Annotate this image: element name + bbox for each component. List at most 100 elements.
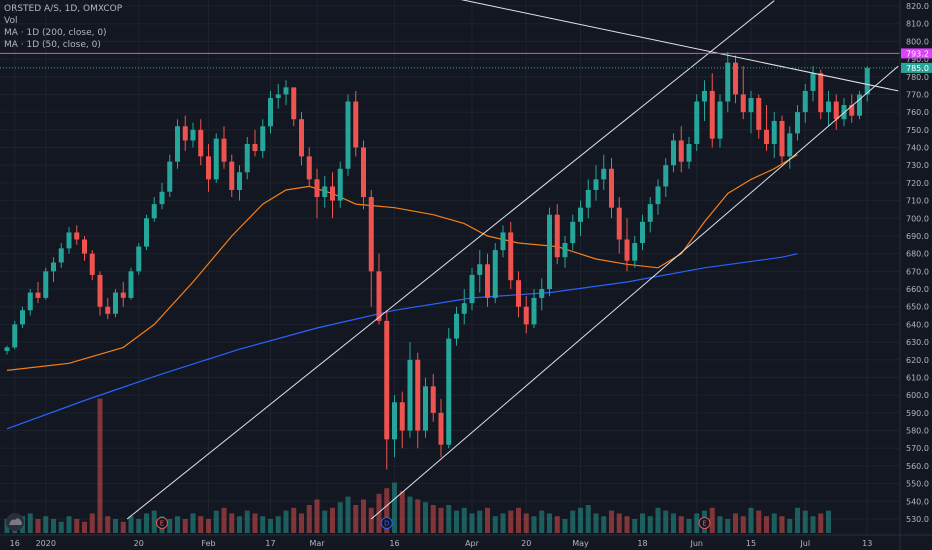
volume-bar (275, 516, 281, 533)
candle-body (578, 207, 583, 222)
horizontal-lines (0, 52, 900, 69)
volume-bar (709, 507, 715, 533)
volume-bar (787, 519, 793, 533)
candle-body (120, 292, 126, 298)
volume-bar (593, 513, 599, 533)
candle-body (167, 161, 173, 192)
candle-body (74, 232, 80, 240)
price-tick-label: 640.0 (906, 320, 929, 329)
volume-bar (663, 510, 669, 533)
candle-body (353, 101, 359, 148)
volume-bar (810, 516, 816, 533)
price-tick-label: 690.0 (906, 232, 929, 241)
event-marker-label: E (160, 520, 164, 528)
volume-bar (268, 519, 273, 533)
candle-body (337, 168, 343, 201)
volume-bar (392, 482, 397, 533)
price-tick-label: 560.0 (906, 462, 929, 471)
time-tick-label: May (572, 539, 589, 548)
time-tick-label: Jun (690, 539, 704, 548)
event-marker-label: D (384, 520, 389, 528)
candle-body (647, 204, 653, 222)
volume-bar (779, 516, 785, 533)
volume-bar (740, 516, 746, 533)
candle-body (151, 204, 157, 219)
candle-body (275, 94, 281, 98)
volume-bar (175, 516, 180, 533)
candle-body (190, 129, 196, 141)
ma200-label[interactable]: MA · 1D (200, close, 0) (4, 28, 107, 38)
volume-bar (554, 516, 560, 533)
volume-bar (120, 521, 126, 533)
volume-bar (167, 519, 173, 533)
candle-body (244, 143, 250, 173)
candle-body (779, 120, 785, 157)
volume-bar (66, 516, 72, 533)
candle-body (547, 214, 552, 290)
candle-body (492, 250, 498, 298)
ma50-path (6, 154, 798, 371)
volume-bar (531, 516, 537, 533)
chart-legend: ORSTED A/S, 1D, OMXCOP Vol MA · 1D (200,… (4, 3, 122, 51)
event-marker-icon (156, 517, 168, 529)
candle-body (500, 232, 506, 251)
candle-body (446, 338, 452, 445)
volume-bar (82, 521, 87, 533)
volume-bar (764, 516, 769, 533)
resistance-price-tag: 793.2 (906, 49, 929, 58)
volume-bar (384, 488, 390, 533)
volume-bar (647, 516, 653, 533)
volume-bar (678, 516, 684, 533)
candle-body (51, 262, 56, 272)
volume-bar (655, 507, 661, 533)
volume-label[interactable]: Vol (4, 16, 18, 26)
ma200-path (6, 253, 798, 430)
ma200-line (6, 253, 798, 430)
candle-body (609, 168, 614, 208)
candle-body (740, 94, 746, 113)
volume-bar (756, 510, 762, 533)
candle-body (430, 386, 436, 413)
price-tick-label: 800.0 (906, 37, 929, 46)
ma50-label[interactable]: MA · 1D (50, close, 0) (4, 40, 101, 50)
candle-body (477, 264, 483, 275)
candle-body (826, 101, 831, 113)
volume-bar (407, 496, 413, 533)
volume-bar (802, 510, 808, 533)
time-axis[interactable]: 16 2020 20 Feb 17 Mar 16 Apr 20 May 18 Jun 15 Jul 13 (0, 534, 932, 548)
last-price-tag: 785.0 (906, 64, 929, 73)
candle-body (213, 138, 219, 180)
volume-bar (795, 507, 800, 533)
candle-body (570, 221, 576, 244)
volume-bar (190, 513, 196, 533)
volume-bar (337, 502, 343, 533)
candle-body (585, 189, 591, 208)
volume-bar (206, 519, 211, 533)
volume-bar (585, 505, 591, 533)
candle-body (554, 214, 560, 258)
candle-body (725, 62, 731, 102)
volume-bar (477, 510, 483, 533)
volume-bar (27, 513, 33, 533)
candle-body (58, 248, 64, 263)
candle-body (686, 143, 692, 162)
logo-icon (6, 513, 24, 531)
volume-bar (616, 513, 622, 533)
time-tick-label: 18 (637, 539, 647, 548)
candle-body (523, 306, 529, 325)
time-tick-label: Jul (799, 539, 810, 548)
descending-trendline (460, 0, 899, 92)
volume-bar (74, 519, 80, 533)
symbol-title[interactable]: ORSTED A/S, 1D, OMXCOP (4, 4, 123, 14)
price-tick-label: 730.0 (906, 161, 929, 170)
trendlines[interactable] (126, 0, 899, 520)
volume-bar (686, 519, 692, 533)
candle-body (144, 218, 149, 247)
event-marker-icon (380, 517, 393, 529)
price-tick-label: 720.0 (906, 179, 929, 188)
price-axis[interactable]: 820.0 810.0 800.0 790.0 780.0 770.0 760.0 750.0… (899, 0, 929, 550)
volume-bar (113, 519, 118, 533)
price-tick-label: 570.0 (906, 444, 929, 453)
